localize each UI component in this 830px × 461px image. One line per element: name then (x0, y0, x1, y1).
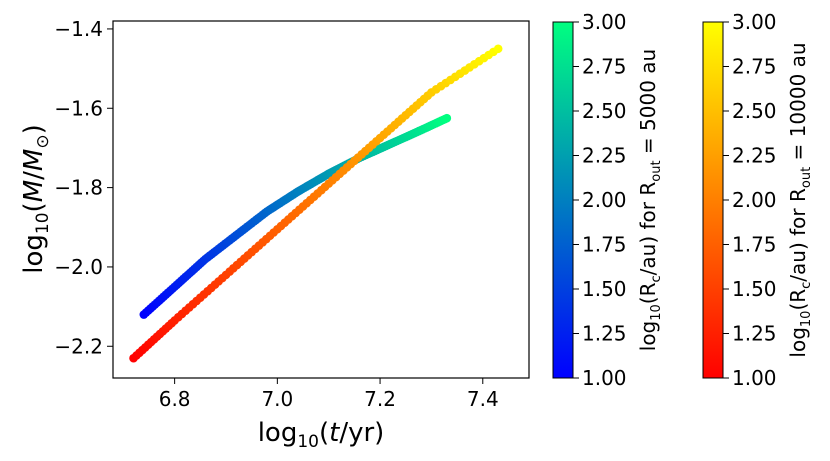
series-winter (139, 113, 452, 319)
y-tick-label: −2.2 (54, 334, 103, 358)
data-point (442, 113, 452, 123)
colorbar-autumn-label: log10(Rc/au) for Rout = 10000 au (786, 42, 814, 357)
x-tick-label: 7.0 (261, 387, 293, 411)
colorbar-tick-label: 2.75 (582, 55, 627, 79)
x-axis-label: log10(t/yr) (258, 418, 385, 452)
plot-area (112, 20, 530, 379)
colorbar-tick-label: 1.50 (732, 277, 777, 301)
y-tick-label: −1.8 (54, 176, 103, 200)
colorbar-tick-label: 1.00 (582, 366, 627, 390)
colorbar-tick-label: 2.00 (732, 188, 777, 212)
colorbar-winter (552, 21, 574, 379)
colorbar-tick-label: 2.25 (582, 144, 627, 168)
x-tick-label: 7.2 (364, 387, 396, 411)
colorbar-tick-label: 1.75 (732, 233, 777, 257)
colorbar-tick-label: 2.75 (732, 55, 777, 79)
colorbar-tick-label: 2.25 (732, 144, 777, 168)
colorbar-autumn-ticks: 1.00 1.25 1.50 1.75 2.00 2.25 2.50 2.75 3.00 (723, 10, 777, 390)
axis-ticks: 6.8 7.0 7.2 7.4 −2.2 −2.0 −1.8 −1.6 −1.4 (54, 17, 498, 411)
colorbar-tick-label: 2.00 (582, 188, 627, 212)
colorbar-winter-label: log10(Rc/au) for Rout = 5000 au (636, 49, 664, 351)
y-axis-label: log10(M/M⊙) (19, 124, 53, 273)
data-point (493, 44, 503, 54)
colorbar-tick-label: 1.50 (582, 277, 627, 301)
colorbar-tick-label: 1.75 (582, 233, 627, 257)
colorbar-tick-label: 1.25 (582, 322, 627, 346)
y-tick-label: −1.6 (54, 96, 103, 120)
colorbar-tick-label: 2.50 (582, 99, 627, 123)
x-tick-label: 6.8 (159, 387, 191, 411)
x-tick-label: 7.4 (467, 387, 499, 411)
colorbar-tick-label: 1.25 (732, 322, 777, 346)
y-tick-label: −2.0 (54, 255, 103, 279)
series-autumn (129, 44, 503, 363)
colorbar-winter-ticks: 1.00 1.25 1.50 1.75 2.00 2.25 2.50 2.75 3.00 (573, 10, 627, 390)
colorbar-autumn (702, 21, 724, 379)
colorbar-tick-label: 3.00 (732, 10, 777, 34)
colorbar-tick-label: 1.00 (732, 366, 777, 390)
colorbar-tick-label: 2.50 (732, 99, 777, 123)
y-tick-label: −1.4 (54, 17, 103, 41)
colorbar-tick-label: 3.00 (582, 10, 627, 34)
scatter-points (129, 44, 503, 363)
